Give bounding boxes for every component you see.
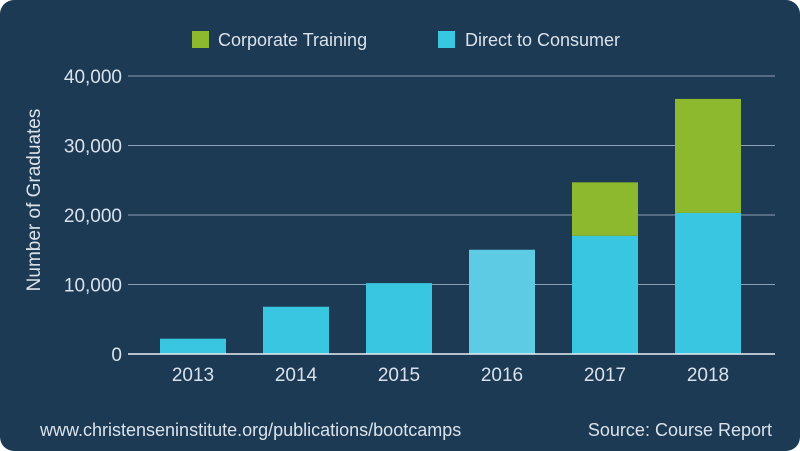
x-tick-label: 2018 [687,365,729,386]
x-tick-label: 2017 [584,365,626,386]
bar-2016-direct-to-consumer [469,249,535,354]
y-tick-label: 10,000 [64,276,122,297]
bar-2017-corporate-training [572,182,638,236]
legend-swatch [192,31,209,48]
legend-swatch [438,31,455,48]
bar-2013-direct-to-consumer [160,338,226,354]
legend-label: Direct to Consumer [465,30,620,50]
bar-2015-direct-to-consumer [366,283,432,354]
y-axis-label: Number of Graduates [24,109,45,292]
bars [160,98,741,354]
y-tick-label: 0 [111,345,122,366]
x-tick-label: 2015 [378,365,420,386]
axes: 0 10,000 20,000 30,000 40,000 2013 2014 2015 201… [64,67,775,386]
footer-url: www.christenseninstitute.org/publication… [39,420,461,440]
grid-lines [128,75,775,285]
legend: Corporate Training Direct to Consumer [192,30,620,50]
legend-label: Corporate Training [218,30,367,50]
bar-2017-direct-to-consumer [572,235,638,354]
bar-2018-direct-to-consumer [675,212,741,354]
bar-2018-corporate-training [675,98,741,213]
x-tick-label: 2016 [481,365,523,386]
x-tick-label: 2013 [172,365,214,386]
y-tick-label: 20,000 [64,206,122,227]
footer-source: Source: Course Report [588,420,772,440]
y-tick-label: 40,000 [64,67,122,88]
y-tick-label: 30,000 [64,137,122,158]
bar-2014-direct-to-consumer [263,306,329,354]
x-tick-label: 2014 [275,365,318,386]
